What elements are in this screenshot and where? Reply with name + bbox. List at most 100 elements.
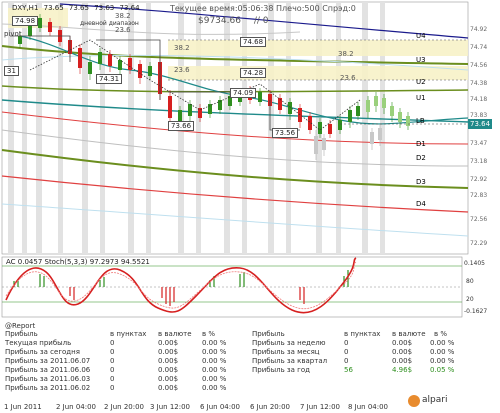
report-title: @Report (5, 322, 36, 330)
fib-label-1: 38.2 (115, 12, 131, 20)
level-u3: U3 (416, 56, 426, 64)
time-tick: 1 Jun 2011 (4, 403, 42, 411)
time-tick: 2 Jun 20:00 (104, 403, 145, 411)
price-tick: 73.83 (470, 112, 488, 119)
report-row-points: 0 (344, 357, 349, 365)
osc-level-20: 20 (466, 296, 474, 303)
ohlc-high: 73.65 (68, 4, 89, 12)
current-price-value: 73.64 (470, 120, 491, 128)
timer-label: Текущее время:05:06:38 Плечо:500 Спрэд:0 (170, 4, 356, 13)
report-row-points: 0 (110, 339, 115, 347)
price-tick: 74.92 (470, 26, 488, 33)
price-tick: 73.18 (470, 158, 488, 165)
report-row-label: Прибыль за 2011.06.07 (5, 357, 91, 365)
time-tick: 6 Jun 20:00 (250, 403, 291, 411)
range-label: дневной диапазон (80, 20, 139, 27)
report-row-money: 0.00$ (392, 339, 413, 347)
chart-header: DXY,H1 73.65 73.65 73.63 73.64 (12, 4, 143, 12)
report-row-money: 0.00$ (158, 366, 179, 374)
report-row-label: Текущая прибыль (5, 339, 72, 347)
current-price-tag (468, 119, 492, 129)
left-tag-price: 74.98 (12, 16, 39, 26)
report-row-money: 0.00$ (158, 339, 179, 347)
time-tick: 2 Jun 04:00 (56, 403, 97, 411)
price-tick: 72.83 (470, 192, 488, 199)
level-u4: U4 (416, 32, 426, 40)
zigzag-dotted (29, 39, 361, 131)
box-tag-74-68: 74.68 (240, 37, 267, 47)
equity-value: $9734.66 (198, 16, 241, 26)
time-tick: 8 Jun 04:00 (348, 403, 389, 411)
fib-zone-1 (168, 40, 468, 56)
fib-label-2: 23.6 (115, 26, 131, 34)
level-u2: U2 (416, 78, 426, 86)
level-d1: D1 (416, 140, 426, 148)
report-row-points: 0 (110, 384, 115, 392)
report-row-percent: 0.00 % (202, 357, 227, 365)
report-row-label: Прибыль за 2011.06.03 (5, 375, 91, 383)
level-d2: D2 (416, 154, 426, 162)
report-row-points: 0 (110, 357, 115, 365)
report-left-header: в % (202, 330, 216, 338)
u3-line (1, 45, 469, 65)
report-left-header: Прибыль (5, 330, 38, 338)
box-tag-74-31: 74.31 (96, 74, 123, 84)
report-left-header: в пунктах (110, 330, 147, 338)
report-right-header: в % (434, 330, 448, 338)
report-row-points: 0 (344, 348, 349, 356)
upper-band-line (1, 54, 469, 71)
box-tag-73-66: 73.66 (168, 121, 195, 131)
report-row-money: 0.00$ (392, 348, 413, 356)
report-row-label: Прибыль за год (252, 366, 310, 374)
report-row-label: Прибыль за 2011.06.06 (5, 366, 91, 374)
stoch-main-line (5, 257, 357, 314)
d4-line (1, 175, 469, 213)
left-tag-31: 31 (4, 66, 19, 76)
report-row-percent: 0.00 % (430, 339, 455, 347)
report-row-points: 0 (110, 348, 115, 356)
report-row-points: 0 (110, 375, 115, 383)
time-tick: 6 Jun 04:00 (200, 403, 241, 411)
report-row-label: Прибыль за неделю (252, 339, 326, 347)
osc-level-80: 80 (466, 278, 474, 285)
report-row-money: 0.00$ (158, 384, 179, 392)
report-row-label: Прибыль за квартал (252, 357, 328, 365)
lower-band-line (1, 203, 469, 237)
price-tick: 74.74 (470, 44, 488, 51)
report-right-header: Прибыль (252, 330, 285, 338)
level-lines (168, 39, 468, 81)
report-row-percent: 0.00 % (202, 339, 227, 347)
box-tag-73-56: 73.56 (272, 128, 299, 138)
d3-line (1, 149, 469, 189)
report-row-label: Прибыль за месяц (252, 348, 320, 356)
report-row-label: Прибыль за 2011.06.02 (5, 384, 91, 392)
level-d4: D4 (416, 200, 426, 208)
alpari-logo-icon (408, 395, 420, 407)
u4-line (59, 3, 469, 39)
stoch-signal-line (5, 261, 357, 310)
brand-label: alpari (422, 395, 448, 405)
equity-label: $9734.66 // 0 (198, 16, 268, 26)
report-row-money: 0.00$ (392, 357, 413, 365)
price-tick: 72.56 (470, 216, 488, 223)
report-row-percent: 0.00 % (202, 384, 227, 392)
report-row-percent: 0.00 % (202, 348, 227, 356)
osc-level-neg: -0.1627 (464, 308, 488, 315)
price-tick: 74.18 (470, 96, 488, 103)
report-row-points: 0 (344, 339, 349, 347)
osc-level-0-1405: 0.1405 (464, 260, 485, 267)
price-tick: 72.29 (470, 240, 488, 247)
report-row-money: 0.00$ (158, 348, 179, 356)
d1-line (1, 111, 469, 145)
price-tick: 72.92 (470, 176, 488, 183)
symbol-label: DXY,H1 (12, 4, 39, 12)
pivot-label: pivot (4, 30, 22, 38)
report-left-header: в валюте (158, 330, 192, 338)
report-right-header: в пунктах (344, 330, 381, 338)
level-d3: D3 (416, 178, 426, 186)
box-tag-74-09: 74.09 (230, 88, 257, 98)
report-row-money: 0.00$ (158, 375, 179, 383)
report-row-percent: 0.00 % (430, 357, 455, 365)
level-u1: U1 (416, 94, 426, 102)
